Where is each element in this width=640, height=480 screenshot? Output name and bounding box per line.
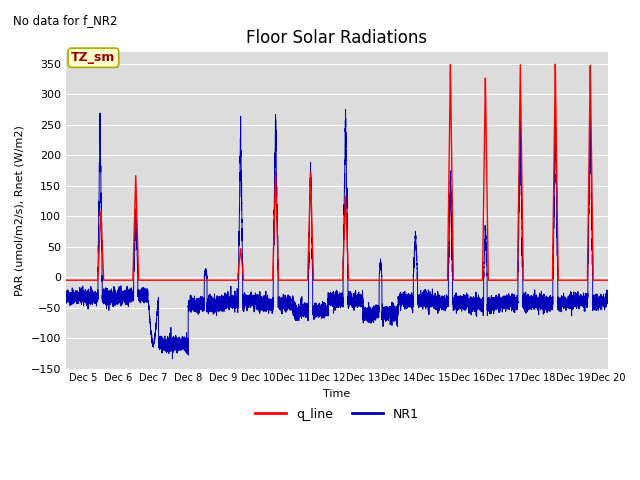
Title: Floor Solar Radiations: Floor Solar Radiations (246, 29, 428, 48)
Text: TZ_sm: TZ_sm (71, 51, 116, 64)
Legend: q_line, NR1: q_line, NR1 (250, 403, 424, 426)
Y-axis label: PAR (umol/m2/s), Rnet (W/m2): PAR (umol/m2/s), Rnet (W/m2) (15, 125, 25, 296)
Text: No data for f_NR2: No data for f_NR2 (13, 14, 117, 27)
X-axis label: Time: Time (323, 389, 350, 399)
